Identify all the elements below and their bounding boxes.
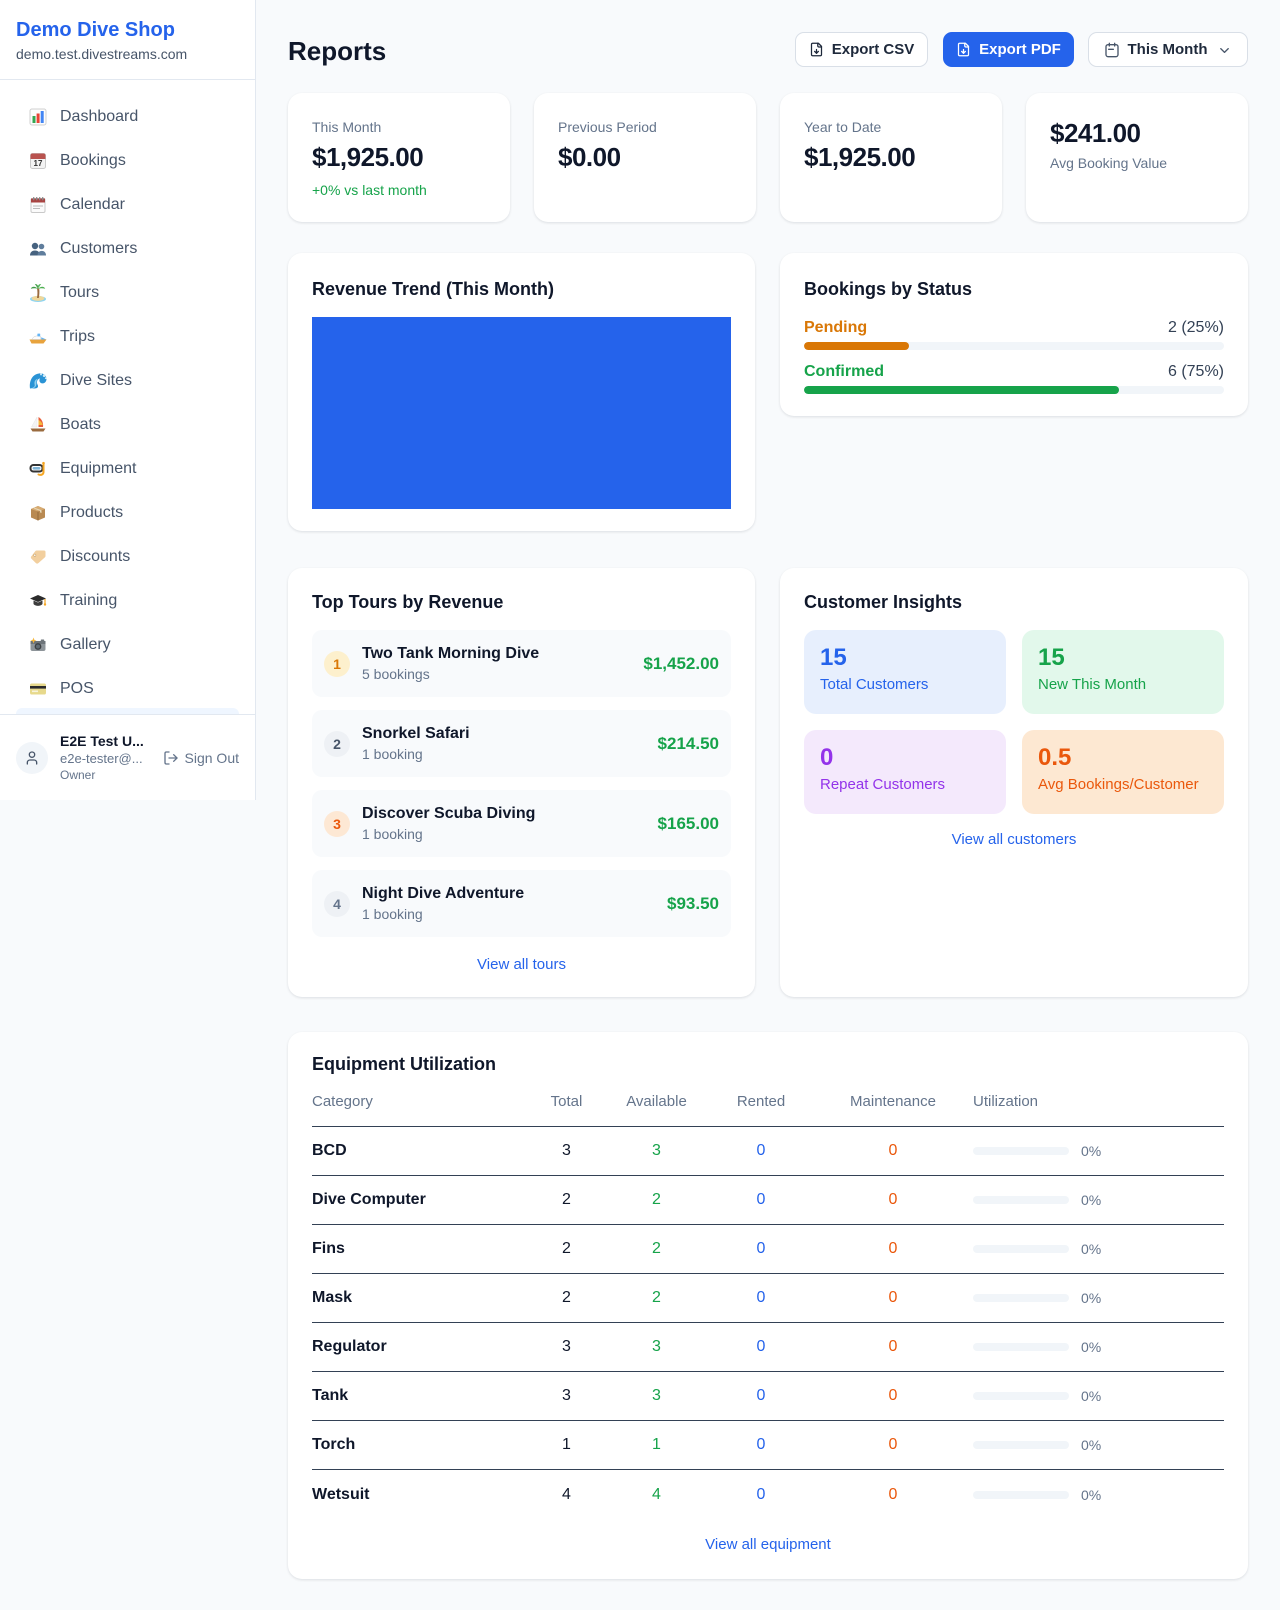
svg-text:17: 17 [34,159,43,168]
